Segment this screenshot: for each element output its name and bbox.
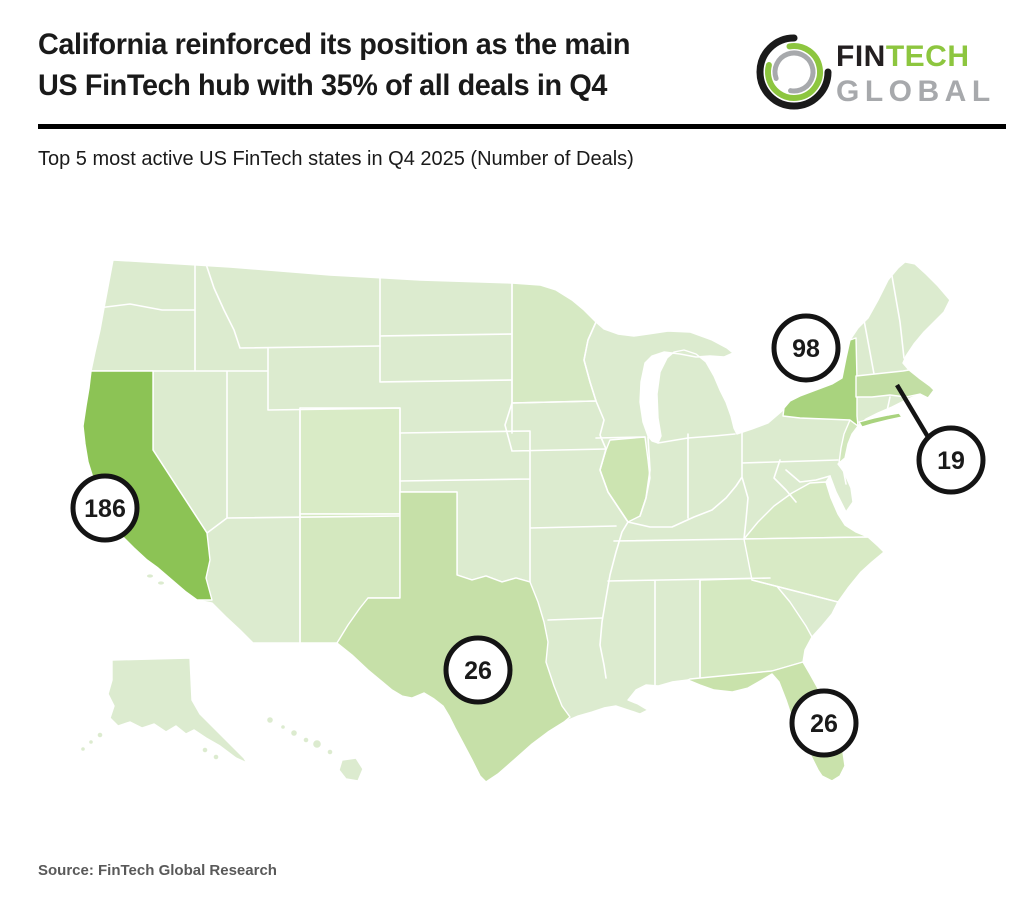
aleutian-island <box>79 745 87 753</box>
channel-island <box>147 574 153 578</box>
title-line-2: US FinTech hub with 35% of all deals in … <box>38 69 608 102</box>
alaska-island <box>212 753 220 761</box>
state-new-jersey <box>838 419 859 464</box>
chart-subtitle: Top 5 most active US FinTech states in Q… <box>38 148 634 170</box>
callouts: 186 98 19 26 26 <box>70 313 986 758</box>
callout-value-new-york: 98 <box>792 335 820 363</box>
logo-text-fintech: FINTECH <box>836 40 970 73</box>
state-texas <box>336 491 571 783</box>
alaska-island <box>201 746 209 754</box>
callout-new-york: 98 <box>771 313 841 383</box>
callout-value-california: 186 <box>84 495 126 523</box>
logo-text-tech: TECH <box>886 40 970 73</box>
fintech-global-logo: FINTECH GLOBAL <box>756 26 1006 123</box>
state-new-york <box>782 337 859 427</box>
header: California reinforced its position as th… <box>38 24 738 106</box>
state-hawaii <box>265 715 364 782</box>
page-title: California reinforced its position as th… <box>38 24 710 106</box>
state-california <box>82 370 213 601</box>
logo-text-fin: FIN <box>836 40 886 73</box>
channel-island <box>158 581 164 585</box>
callout-leader-line-massachusetts <box>895 383 930 439</box>
logo-svg: FINTECH GLOBAL <box>756 34 996 110</box>
state-colorado <box>299 407 401 515</box>
aleutian-island <box>87 738 95 746</box>
state-new-york-long-island <box>858 412 903 428</box>
callout-value-massachusetts: 19 <box>937 447 965 475</box>
state-massachusetts <box>855 369 935 399</box>
state-minnesota <box>511 282 597 404</box>
callout-florida: 26 <box>789 688 859 758</box>
callout-california: 186 <box>70 473 140 543</box>
title-line-1: California reinforced its position as th… <box>38 28 631 61</box>
state-virginia <box>743 481 869 540</box>
alaska-hawaii <box>79 657 364 782</box>
highlighted-states <box>82 337 935 783</box>
callout-value-florida: 26 <box>810 710 838 738</box>
logo-text-global: GLOBAL <box>836 75 996 108</box>
state-alaska <box>107 657 248 764</box>
callout-texas: 26 <box>443 635 513 705</box>
callout-massachusetts: 19 <box>916 425 986 495</box>
title-divider <box>38 124 1006 129</box>
aleutian-island <box>96 731 104 739</box>
source-note: Source: FinTech Global Research <box>38 862 277 879</box>
us-map-svg: 186 98 19 26 26 <box>70 259 986 783</box>
us-map: 186 98 19 26 26 <box>0 230 1024 850</box>
callout-value-texas: 26 <box>464 657 492 685</box>
logo-rings-icon <box>756 34 832 110</box>
state-borders <box>88 262 905 686</box>
state-shade-variants <box>299 282 885 680</box>
